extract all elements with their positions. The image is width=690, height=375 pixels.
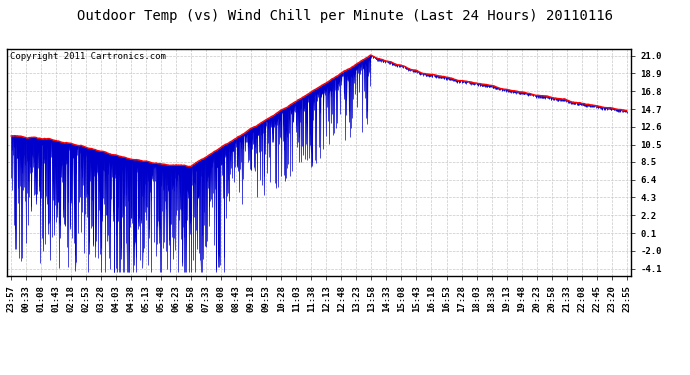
Text: Copyright 2011 Cartronics.com: Copyright 2011 Cartronics.com bbox=[10, 52, 166, 61]
Text: Outdoor Temp (vs) Wind Chill per Minute (Last 24 Hours) 20110116: Outdoor Temp (vs) Wind Chill per Minute … bbox=[77, 9, 613, 23]
